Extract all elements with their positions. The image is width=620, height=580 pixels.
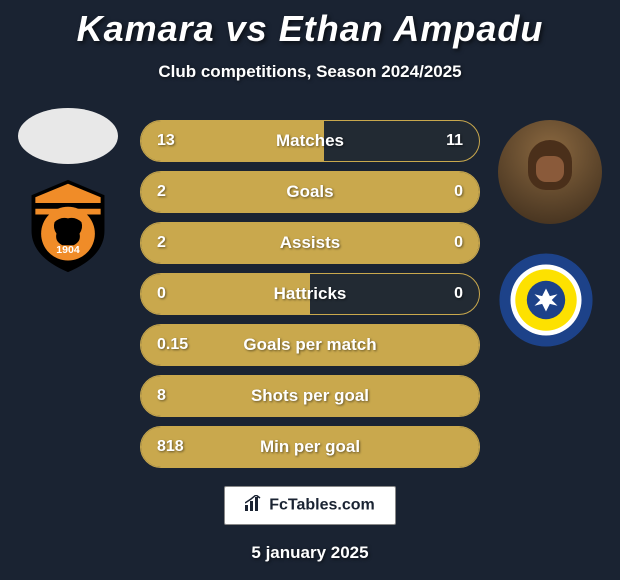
stat-label: Goals per match bbox=[201, 335, 419, 355]
stat-right-value: 0 bbox=[419, 183, 479, 201]
chart-icon bbox=[245, 495, 263, 516]
stat-row: 13Matches11 bbox=[140, 120, 480, 162]
stat-row: 818Min per goal bbox=[140, 426, 480, 468]
stat-left-value: 818 bbox=[141, 438, 201, 456]
stat-label: Min per goal bbox=[201, 437, 419, 457]
stat-row: 2Assists0 bbox=[140, 222, 480, 264]
site-name: FcTables.com bbox=[269, 497, 375, 514]
stat-row: 0.15Goals per match bbox=[140, 324, 480, 366]
stat-row: 2Goals0 bbox=[140, 171, 480, 213]
stat-right-value: 0 bbox=[419, 285, 479, 303]
stat-left-value: 13 bbox=[141, 132, 201, 150]
player-left-avatar bbox=[18, 108, 118, 164]
stat-right-value: 11 bbox=[419, 132, 479, 150]
stat-left-value: 0.15 bbox=[141, 336, 201, 354]
date-label: 5 january 2025 bbox=[0, 543, 620, 563]
stat-left-value: 8 bbox=[141, 387, 201, 405]
stat-left-value: 0 bbox=[141, 285, 201, 303]
club-left-badge: 1904 bbox=[20, 178, 116, 274]
player-right-avatar bbox=[498, 120, 602, 224]
stat-label: Goals bbox=[201, 182, 419, 202]
subtitle: Club competitions, Season 2024/2025 bbox=[0, 62, 620, 82]
page-title: Kamara vs Ethan Ampadu bbox=[0, 0, 620, 50]
stat-row: 8Shots per goal bbox=[140, 375, 480, 417]
stat-label: Hattricks bbox=[201, 284, 419, 304]
leeds-united-icon bbox=[498, 252, 594, 348]
club-right-badge bbox=[498, 252, 594, 348]
stats-list: 13Matches112Goals02Assists00Hattricks00.… bbox=[140, 120, 480, 468]
stat-left-value: 2 bbox=[141, 183, 201, 201]
club-year: 1904 bbox=[56, 244, 80, 256]
stat-left-value: 2 bbox=[141, 234, 201, 252]
stat-label: Assists bbox=[201, 233, 419, 253]
stat-row: 0Hattricks0 bbox=[140, 273, 480, 315]
hull-city-icon: 1904 bbox=[20, 178, 116, 274]
site-badge: FcTables.com bbox=[0, 486, 620, 525]
stat-right-value: 0 bbox=[419, 234, 479, 252]
stat-label: Matches bbox=[201, 131, 419, 151]
stat-label: Shots per goal bbox=[201, 386, 419, 406]
